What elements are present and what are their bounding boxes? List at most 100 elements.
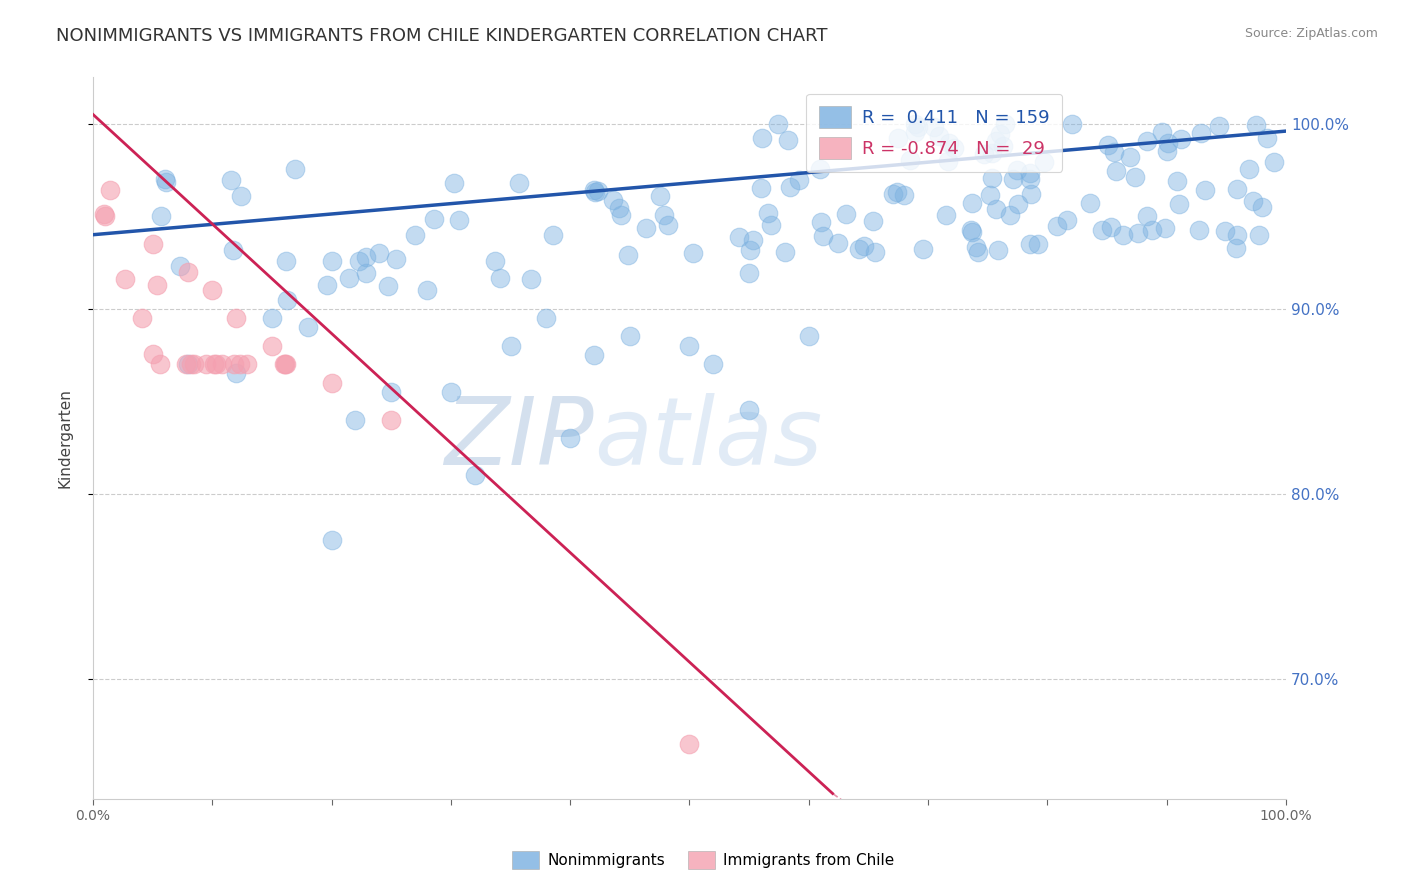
Point (759, 218, 782, 232)
Text: NONIMMIGRANTS VS IMMIGRANTS FROM CHILE KINDERGARTEN CORRELATION CHART: NONIMMIGRANTS VS IMMIGRANTS FROM CHILE K… (56, 27, 828, 45)
Point (316, 277, 339, 292)
Point (344, 413, 367, 427)
Point (987, 243, 1010, 257)
Point (536, 310, 558, 325)
Point (114, 272, 136, 286)
Point (1157, 136, 1180, 150)
Point (489, 270, 512, 285)
Point (811, 229, 834, 244)
Point (634, 221, 657, 235)
Point (443, 176, 465, 190)
Point (142, 347, 165, 361)
Point (321, 376, 343, 390)
Point (773, 245, 796, 260)
Point (988, 128, 1011, 142)
Point (607, 201, 630, 215)
Point (994, 117, 1017, 131)
Point (356, 250, 378, 264)
Point (1026, 236, 1049, 251)
Point (1119, 149, 1142, 163)
Point (211, 357, 233, 371)
Point (440, 384, 463, 399)
Point (865, 244, 887, 259)
Point (447, 213, 470, 227)
Point (776, 133, 799, 147)
Point (848, 242, 870, 256)
Point (797, 329, 820, 343)
Point (738, 266, 761, 280)
Point (297, 320, 319, 334)
Point (94, 209, 117, 223)
Text: atlas: atlas (595, 392, 823, 483)
Point (682, 246, 704, 260)
Legend: Nonimmigrants, Immigrants from Chile: Nonimmigrants, Immigrants from Chile (506, 845, 900, 875)
Point (423, 211, 446, 226)
Point (177, 357, 200, 371)
Point (998, 208, 1021, 222)
Point (742, 233, 765, 247)
Point (1018, 172, 1040, 186)
Point (1170, 132, 1192, 146)
Point (1226, 182, 1249, 196)
Point (980, 171, 1002, 186)
Point (284, 161, 307, 176)
Point (260, 339, 283, 353)
Point (321, 254, 343, 268)
Point (808, 161, 831, 176)
Point (904, 125, 927, 139)
Point (1097, 137, 1119, 152)
Point (1019, 166, 1042, 180)
Point (354, 266, 377, 280)
Point (519, 272, 541, 286)
Point (766, 117, 789, 131)
Point (1045, 219, 1067, 233)
Point (231, 189, 253, 203)
Point (183, 357, 205, 371)
Point (385, 252, 408, 266)
Point (1246, 118, 1268, 132)
Point (155, 172, 177, 186)
Point (912, 242, 935, 256)
Point (180, 357, 202, 371)
Point (907, 120, 929, 134)
Point (142, 237, 165, 252)
Point (201, 283, 224, 297)
Point (380, 384, 402, 399)
Point (727, 229, 749, 244)
Point (1032, 154, 1054, 169)
Point (1001, 172, 1024, 186)
Point (973, 146, 995, 161)
Point (321, 533, 343, 547)
Point (484, 253, 506, 268)
Point (678, 339, 700, 353)
Point (404, 228, 426, 243)
Text: ZIP: ZIP (444, 392, 595, 483)
Point (1167, 197, 1189, 211)
Point (787, 173, 810, 187)
Point (900, 153, 922, 167)
Point (652, 207, 675, 221)
Point (882, 186, 904, 201)
Point (1188, 223, 1211, 237)
Point (1112, 227, 1135, 242)
Point (959, 223, 981, 237)
Point (650, 188, 672, 202)
Point (810, 215, 832, 229)
Point (204, 357, 226, 371)
Point (960, 226, 983, 240)
Point (224, 357, 246, 371)
Point (582, 183, 605, 197)
Point (1156, 144, 1178, 158)
Point (1136, 134, 1159, 148)
Point (756, 205, 779, 219)
Point (1215, 224, 1237, 238)
Point (174, 357, 197, 371)
Point (98, 183, 121, 197)
Point (274, 357, 297, 371)
Point (886, 185, 908, 199)
Point (274, 357, 297, 371)
Point (1237, 161, 1260, 176)
Point (274, 254, 297, 268)
Point (93, 207, 115, 221)
Legend: R =  0.411   N = 159, R = -0.874   N =  29: R = 0.411 N = 159, R = -0.874 N = 29 (806, 94, 1062, 172)
